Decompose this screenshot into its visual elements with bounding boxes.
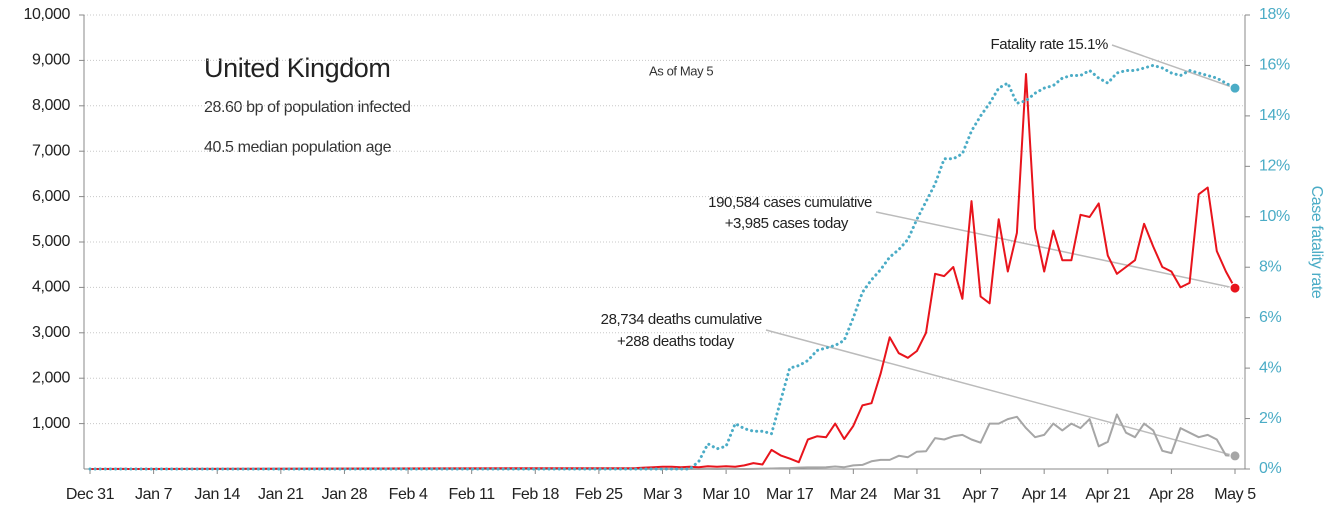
x-tick-label: Dec 31 — [66, 486, 115, 503]
y2-tick-label: 14% — [1259, 107, 1290, 124]
subtitle: 28.60 bp of population infected — [204, 99, 410, 116]
y-tick-label: 1,000 — [32, 415, 71, 432]
annotation: +3,985 cases today — [725, 215, 849, 232]
x-tick-label: Feb 4 — [389, 486, 428, 503]
x-tick-label: Apr 7 — [962, 486, 999, 503]
y2-tick-label: 12% — [1259, 158, 1290, 175]
annotation: +288 deaths today — [617, 333, 735, 350]
leader-line — [1111, 44, 1236, 89]
annotation: Fatality rate 15.1% — [991, 36, 1109, 53]
y-tick-label: 5,000 — [32, 233, 71, 250]
y2-axis-label: Case fatality rate — [1308, 186, 1325, 299]
y-tick-label: 3,000 — [32, 324, 71, 341]
x-tick-label: Jan 21 — [258, 486, 304, 503]
leader-line — [875, 211, 1236, 289]
x-tick-label: Apr 21 — [1085, 486, 1130, 503]
x-tick-label: Feb 11 — [449, 486, 496, 503]
x-tick-label: Mar 24 — [830, 486, 878, 503]
y2-tick-label: 0% — [1259, 460, 1281, 477]
y-tick-label: 6,000 — [32, 188, 71, 205]
y-tick-label: 4,000 — [32, 279, 71, 296]
annotation: 190,584 cases cumulative — [708, 194, 872, 211]
chart-title: United Kingdom — [204, 53, 391, 83]
end-marker — [1229, 450, 1241, 462]
leader-line — [765, 329, 1236, 457]
y2-tick-label: 6% — [1259, 309, 1281, 326]
y2-tick-label: 16% — [1259, 57, 1290, 74]
series-line — [89, 73, 1236, 470]
x-tick-label: Apr 28 — [1149, 486, 1194, 503]
x-tick-label: Feb 25 — [575, 486, 623, 503]
y2-tick-label: 4% — [1259, 359, 1281, 376]
x-tick-label: Mar 17 — [766, 486, 814, 503]
end-marker — [1229, 282, 1241, 294]
x-tick-label: Feb 18 — [512, 486, 560, 503]
x-tick-label: Jan 28 — [322, 486, 368, 503]
subtitle: 40.5 median population age — [204, 139, 392, 156]
x-tick-label: Mar 10 — [702, 486, 750, 503]
y-tick-label: 10,000 — [23, 6, 70, 23]
x-tick-label: Mar 3 — [643, 486, 682, 503]
y-tick-label: 7,000 — [32, 142, 71, 159]
annotation: 28,734 deaths cumulative — [601, 311, 762, 328]
x-tick-label: Jan 7 — [135, 486, 173, 503]
x-tick-label: May 5 — [1214, 486, 1256, 503]
y2-tick-label: 8% — [1259, 258, 1281, 275]
x-tick-label: Mar 31 — [893, 486, 941, 503]
x-tick-label: Jan 14 — [194, 486, 240, 503]
y-tick-label: 9,000 — [32, 52, 71, 69]
y2-tick-label: 18% — [1259, 6, 1290, 23]
y2-tick-label: 2% — [1259, 410, 1281, 427]
end-marker — [1229, 82, 1241, 94]
y2-tick-label: 10% — [1259, 208, 1290, 225]
x-tick-label: Apr 14 — [1022, 486, 1067, 503]
series-line — [88, 63, 1237, 471]
y-tick-label: 8,000 — [32, 97, 71, 114]
note: As of May 5 — [649, 63, 713, 78]
series-line — [90, 413, 1236, 470]
y-tick-label: 2,000 — [32, 369, 71, 386]
